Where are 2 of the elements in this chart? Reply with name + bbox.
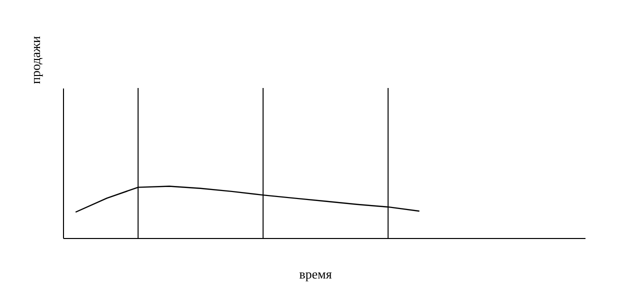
text: продажи: [28, 36, 43, 84]
x-axis-title: время: [299, 266, 332, 282]
